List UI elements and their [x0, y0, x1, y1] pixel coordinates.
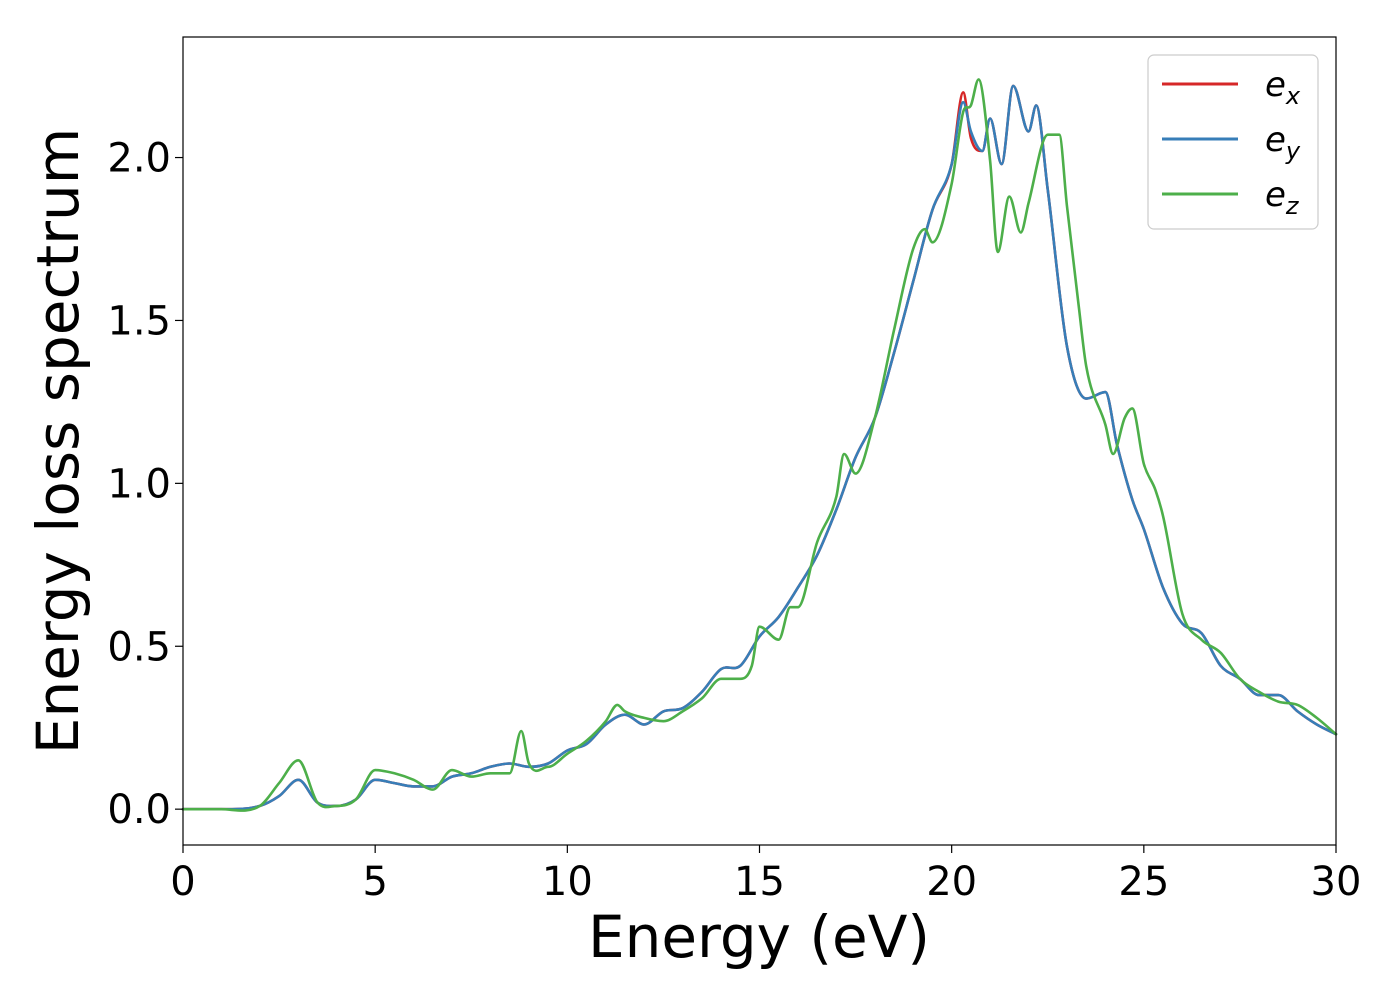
x-axis-ticks: 0 5 10 15 20 25 30 [170, 845, 1361, 905]
y-axis-ticks: 0.0 0.5 1.0 1.5 2.0 [107, 136, 183, 833]
x-tick-label: 25 [1118, 859, 1169, 905]
series-line-e-z [181, 78, 1338, 812]
x-tick-label: 15 [734, 859, 785, 905]
legend-label-base: e [1265, 120, 1286, 160]
y-axis-title: Energy loss spectrum [24, 128, 92, 754]
y-tick-label: 1.5 [107, 298, 171, 344]
x-axis-title: Energy (eV) [588, 903, 930, 971]
y-tick-label: 0.0 [107, 787, 171, 833]
plot-area [183, 37, 1336, 845]
x-tick-label: 10 [542, 859, 593, 905]
y-tick-label: 0.5 [107, 624, 171, 670]
series-line-e-y [181, 84, 1338, 811]
x-tick-label: 0 [170, 859, 195, 905]
y-tick-label: 2.0 [107, 136, 171, 182]
x-tick-label: 30 [1311, 859, 1362, 905]
legend-label-base: e [1265, 65, 1286, 105]
y-tick-label: 1.0 [107, 461, 171, 507]
legend-label-subscript: y [1285, 137, 1301, 165]
x-tick-label: 20 [926, 859, 977, 905]
legend-label-subscript: z [1285, 192, 1300, 220]
series-layer [181, 78, 1338, 812]
x-tick-label: 5 [362, 859, 387, 905]
legend-label-e-z: ez [1265, 175, 1300, 220]
legend-label-subscript: x [1285, 82, 1301, 110]
legend-box [1147, 54, 1319, 230]
legend-label-e-x: ex [1265, 65, 1301, 110]
legend-label-e-y: ey [1265, 120, 1301, 165]
legend-label-base: e [1265, 175, 1286, 215]
